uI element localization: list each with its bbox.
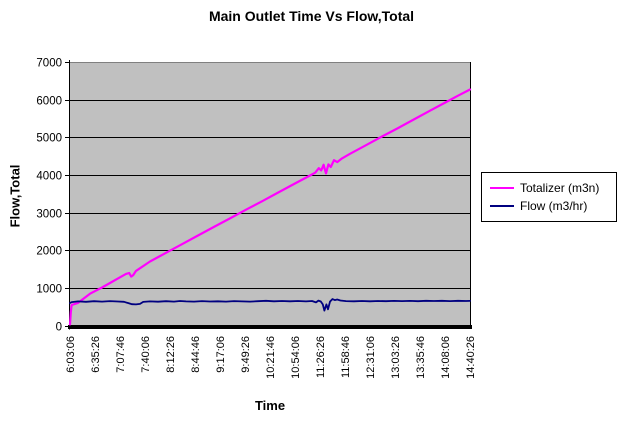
x-tick-label: 7:40:06	[140, 336, 152, 373]
legend-item: Flow (m3/hr)	[490, 199, 616, 213]
y-tick-label: 7000	[36, 58, 62, 70]
y-tick-label: 6000	[36, 96, 62, 108]
x-tick-label: 6:03:06	[65, 336, 77, 373]
y-tick-label: 0	[56, 322, 62, 334]
x-tick-label: 6:35:26	[90, 336, 102, 373]
x-tick-label: 7:07:46	[115, 336, 127, 373]
legend-item: Totalizer (m3n)	[490, 181, 616, 195]
x-axis-title: Time	[254, 398, 286, 413]
y-tick-label: 3000	[36, 209, 62, 221]
x-tick-label: 14:40:26	[465, 336, 477, 379]
legend-item-label: Totalizer (m3n)	[520, 181, 600, 195]
x-tick-label: 11:58:46	[340, 336, 352, 378]
legend-item-label: Flow (m3/hr)	[520, 199, 588, 213]
legend-line-sample	[490, 205, 514, 207]
legend-line-sample	[490, 187, 514, 189]
x-axis-line	[68, 325, 472, 329]
x-tick-label: 9:49:26	[240, 336, 252, 373]
x-tick-label: 11:26:26	[315, 336, 327, 378]
x-tick-label: 10:54:06	[290, 336, 302, 379]
y-tick-label: 2000	[36, 246, 62, 258]
x-tick-label: 13:03:26	[390, 336, 402, 379]
x-tick-label: 10:21:46	[265, 336, 277, 379]
x-tick-label: 13:35:46	[415, 336, 427, 379]
x-tick-label: 8:12:26	[165, 336, 177, 373]
series-line-totalizer	[68, 88, 472, 326]
y-tick-label: 1000	[36, 284, 62, 296]
x-tick-label: 14:08:06	[440, 336, 452, 379]
x-tick-label: 9:17:06	[215, 336, 227, 373]
y-tick-label: 5000	[36, 133, 62, 145]
plot-background	[70, 62, 470, 325]
legend: Totalizer (m3n) Flow (m3/hr)	[481, 172, 617, 222]
y-tick-label: 4000	[36, 171, 62, 183]
x-tick-label: 12:31:06	[365, 336, 377, 379]
series-line-flow	[69, 298, 471, 312]
chart-title: Main Outlet Time Vs Flow,Total	[208, 8, 415, 24]
x-tick-label: 8:44:46	[190, 336, 202, 373]
